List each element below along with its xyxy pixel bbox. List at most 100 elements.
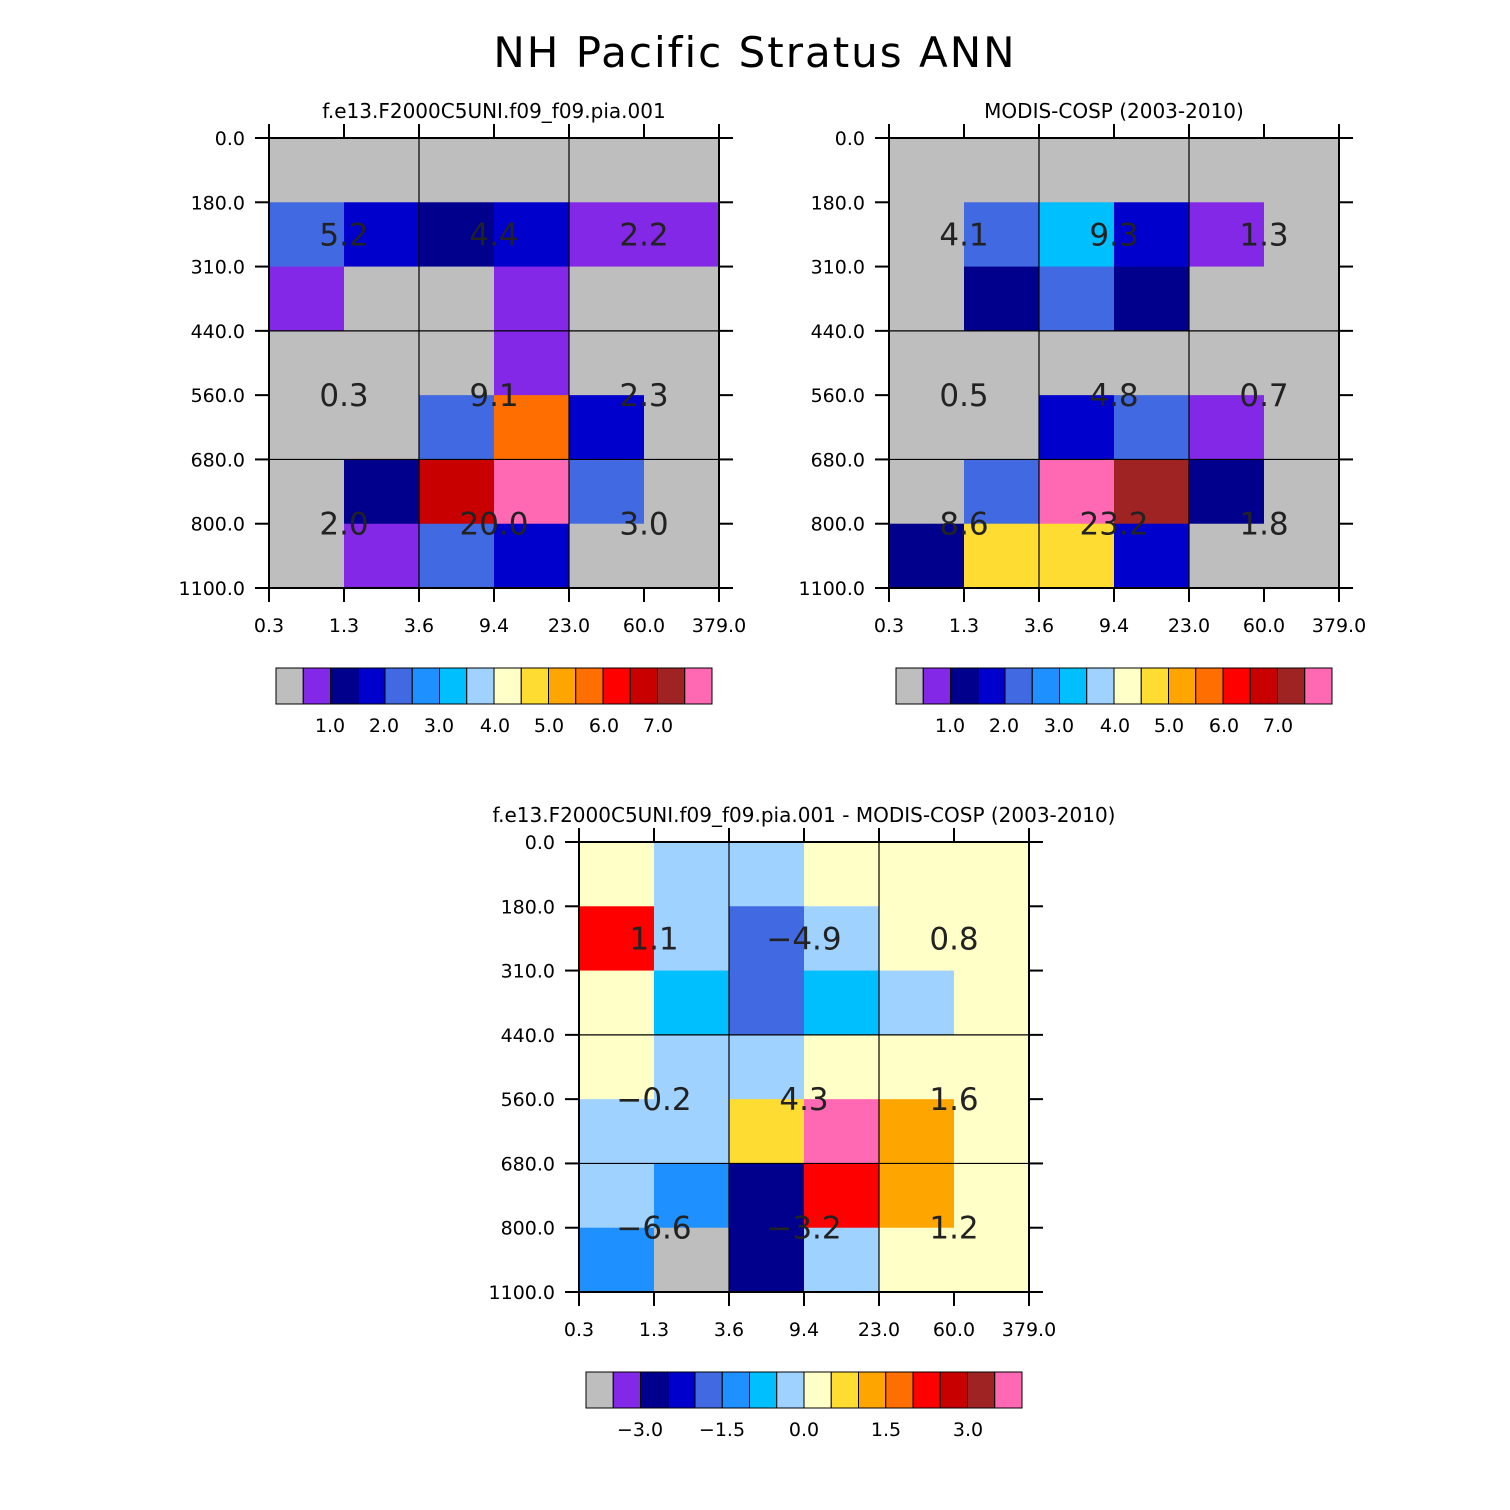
colorbar-swatch xyxy=(612,1371,641,1409)
block-value-label: 1.6 xyxy=(929,1082,978,1118)
block-value-label: 9.3 xyxy=(1089,217,1138,253)
heatmap-cell xyxy=(494,395,570,460)
heatmap-cell xyxy=(654,1099,730,1164)
block-value-label: 0.3 xyxy=(319,378,368,414)
colorbar-swatch xyxy=(1304,667,1333,705)
colorbar-swatch xyxy=(548,667,577,705)
block-value-label: 0.7 xyxy=(1239,378,1288,414)
colorbar-swatch xyxy=(967,1371,996,1409)
heatmap-cell xyxy=(1039,395,1115,460)
heatmap-cell xyxy=(579,970,655,1036)
colorbar-label: 6.0 xyxy=(589,715,619,737)
y-tick-label: 440.0 xyxy=(811,321,865,343)
heatmap-cell xyxy=(879,970,955,1036)
heatmap-cell xyxy=(964,266,1040,332)
colorbar-swatch xyxy=(858,1371,887,1409)
heatmap-cell xyxy=(804,1163,880,1229)
heatmap-cell xyxy=(419,395,495,460)
y-tick-label: 1100.0 xyxy=(489,1282,555,1304)
block-value-label: 5.2 xyxy=(319,217,368,253)
colorbar-swatch xyxy=(330,667,359,705)
colorbar-swatch xyxy=(1004,667,1033,705)
block-value-label: 3.0 xyxy=(619,507,668,543)
heatmap-cell xyxy=(729,906,805,972)
heatmap-cell xyxy=(644,202,720,268)
block-value-label: 1.1 xyxy=(629,921,678,957)
y-tick-label: 440.0 xyxy=(191,321,245,343)
block-value-label: 4.3 xyxy=(779,1082,828,1118)
heatmap-cell xyxy=(1189,523,1265,589)
heatmap-cell xyxy=(1039,523,1115,589)
colorbar-swatch xyxy=(912,1371,941,1409)
panel-title: MODIS-COSP (2003-2010) xyxy=(984,99,1244,123)
heatmap-cell xyxy=(494,459,570,525)
heatmap-cell xyxy=(729,1034,805,1100)
x-tick-label: 0.3 xyxy=(874,615,904,637)
heatmap-cell xyxy=(269,523,345,589)
x-tick-label: 9.4 xyxy=(789,1319,819,1341)
heatmap-cell xyxy=(269,138,345,203)
colorbar-swatch xyxy=(694,1371,723,1409)
heatmap-cell xyxy=(419,202,495,268)
heatmap-cell xyxy=(1264,395,1340,460)
y-tick-label: 180.0 xyxy=(501,896,555,918)
y-tick-label: 0.0 xyxy=(525,832,555,854)
heatmap-cell xyxy=(879,1034,955,1100)
heatmap-cell xyxy=(1264,330,1340,396)
heatmap-cell xyxy=(1189,266,1265,332)
heatmap-cell xyxy=(579,1034,655,1100)
heatmap-cell xyxy=(579,1227,655,1293)
x-tick-label: 23.0 xyxy=(1168,615,1210,637)
block-value-label: −6.6 xyxy=(616,1211,691,1247)
heatmap-cell xyxy=(729,842,805,907)
heatmap-cell xyxy=(1039,202,1115,268)
colorbar-label: 1.5 xyxy=(871,1419,901,1441)
heatmap-cell xyxy=(1114,395,1190,460)
heatmap-cell xyxy=(494,266,570,332)
figure-title: NH Pacific Stratus ANN xyxy=(493,28,1017,77)
x-tick-label: 379.0 xyxy=(1002,1319,1056,1341)
block-value-label: 20.0 xyxy=(459,507,528,543)
colorbar-label: 3.0 xyxy=(953,1419,983,1441)
heatmap-cell xyxy=(1114,330,1190,396)
heatmap-cell xyxy=(569,395,645,460)
heatmap-cell xyxy=(889,459,965,525)
y-tick-label: 560.0 xyxy=(191,385,245,407)
heatmap-cell xyxy=(269,202,345,268)
y-tick-label: 180.0 xyxy=(811,192,865,214)
heatmap-cell xyxy=(494,523,570,589)
y-tick-label: 680.0 xyxy=(191,449,245,471)
heatmap-cell xyxy=(1039,330,1115,396)
heatmap-cell xyxy=(344,202,420,268)
heatmap-cell xyxy=(654,1034,730,1100)
block-value-label: 23.2 xyxy=(1079,507,1148,543)
heatmap-cell xyxy=(879,1227,955,1293)
y-tick-label: 1100.0 xyxy=(799,578,865,600)
x-tick-label: 1.3 xyxy=(639,1319,669,1341)
block-value-label: 1.8 xyxy=(1239,507,1288,543)
colorbar-swatch xyxy=(684,667,713,705)
colorbar-swatch xyxy=(657,667,686,705)
y-tick-label: 0.0 xyxy=(215,128,245,150)
x-tick-label: 3.6 xyxy=(404,615,434,637)
heatmap-cell xyxy=(729,1163,805,1229)
heatmap-cell xyxy=(644,330,720,396)
heatmap-cell xyxy=(269,266,345,332)
heatmap-cell xyxy=(1114,266,1190,332)
heatmap-cell xyxy=(1189,138,1265,203)
y-tick-label: 560.0 xyxy=(811,385,865,407)
heatmap-cell xyxy=(964,330,1040,396)
heatmap-cell xyxy=(654,970,730,1036)
heatmap-cell xyxy=(1189,459,1265,525)
colorbar-swatch xyxy=(629,667,658,705)
colorbar-swatch xyxy=(776,1371,805,1409)
colorbar-swatch xyxy=(357,667,386,705)
heatmap-cell xyxy=(494,202,570,268)
colorbar-label: 1.0 xyxy=(315,715,345,737)
colorbar-swatch xyxy=(950,667,979,705)
heatmap-cell xyxy=(269,330,345,396)
x-tick-label: 23.0 xyxy=(858,1319,900,1341)
heatmap-cell xyxy=(954,842,1030,907)
y-tick-label: 680.0 xyxy=(501,1153,555,1175)
heatmap-cell xyxy=(954,970,1030,1036)
